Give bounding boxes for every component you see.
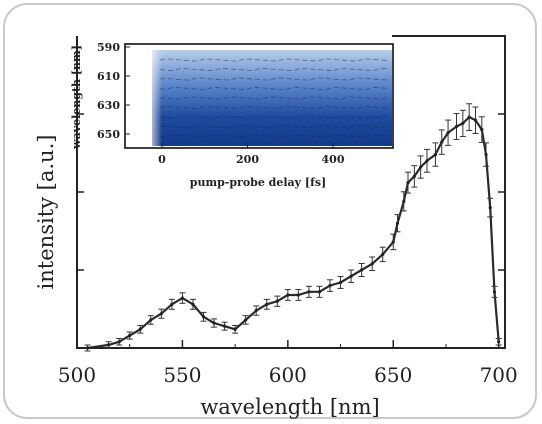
- x-axis-title: wavelength [nm]: [200, 395, 379, 419]
- inset-x-tick-label: 200: [236, 153, 259, 166]
- data-point: [307, 290, 311, 294]
- data-point: [233, 327, 237, 331]
- inset-heatmap-fill: [152, 50, 392, 146]
- inset-x-tick-label: 0: [158, 153, 166, 166]
- inset-band: [159, 124, 390, 129]
- data-point: [222, 324, 227, 328]
- x-tick-label: 550: [163, 363, 201, 387]
- data-point: [265, 302, 269, 306]
- data-point: [201, 315, 206, 319]
- data-point: [395, 221, 400, 225]
- inset-y-tick-label: 610: [97, 70, 120, 83]
- data-point: [159, 312, 163, 316]
- inset-x-tick-label: 400: [322, 153, 345, 166]
- data-point: [328, 284, 332, 288]
- data-point: [412, 174, 416, 178]
- data-point: [480, 128, 484, 132]
- data-point: [191, 302, 195, 306]
- inset-band: [159, 86, 390, 91]
- data-point: [338, 280, 343, 285]
- data-point: [170, 302, 174, 306]
- inset-y-axis-title: wavelength [nm]: [70, 45, 83, 150]
- data-point: [454, 124, 459, 129]
- inset-frame: [124, 43, 394, 149]
- data-point: [360, 268, 364, 272]
- inset-band: [159, 105, 390, 110]
- data-point: [402, 199, 406, 203]
- x-tick-labels: 500 550 600 650 700: [58, 363, 518, 387]
- x-tick-label: 500: [58, 363, 96, 387]
- inset-band: [160, 96, 390, 100]
- data-point: [85, 346, 90, 350]
- data-point: [149, 318, 153, 322]
- data-point: [497, 340, 501, 344]
- data-point: [391, 240, 395, 244]
- main-series: [84, 103, 502, 352]
- inset-band: [159, 115, 390, 119]
- inset-band: [159, 77, 390, 81]
- data-point: [296, 293, 300, 297]
- inset-x-axis-title: pump-probe delay [fs]: [190, 176, 326, 189]
- data-point: [461, 121, 465, 125]
- data-point: [381, 252, 385, 256]
- data-point: [128, 333, 132, 338]
- inset-band: [159, 67, 390, 72]
- data-point: [492, 290, 497, 294]
- data-point: [425, 159, 429, 163]
- x-tick-label: 600: [269, 363, 307, 387]
- data-point: [370, 262, 374, 266]
- data-point: [419, 165, 423, 169]
- inset-heatmap-onset: [146, 48, 162, 147]
- x-tick-label: 700: [480, 363, 518, 387]
- y-axis-title: intensity [a.u.]: [34, 135, 58, 290]
- inset-y-tick-label: 590: [97, 41, 120, 54]
- data-point: [433, 152, 438, 157]
- data-point: [244, 318, 248, 322]
- inset-band: [159, 134, 390, 138]
- inset-ticks: 0 200 400 590 610 630 650: [97, 41, 345, 166]
- inset-band: [159, 58, 390, 62]
- spectrum-line: [87, 115, 500, 350]
- data-point: [440, 140, 444, 144]
- inset-y-tick-label: 630: [97, 99, 120, 112]
- data-point: [488, 206, 492, 210]
- data-point: [275, 299, 279, 303]
- main-plot-frame: [76, 35, 506, 349]
- data-point: [286, 293, 290, 297]
- data-point: [212, 321, 216, 325]
- x-tick-label: 650: [374, 363, 412, 387]
- inset-heatmap: 0 200 400 590 610 630 650 pump-probe delay [fs…: [70, 41, 394, 189]
- data-point: [349, 274, 353, 278]
- data-point: [254, 308, 258, 313]
- inset-bands: [159, 58, 390, 138]
- data-point: [446, 131, 450, 135]
- data-point: [138, 327, 142, 331]
- data-point: [117, 340, 121, 344]
- data-point: [484, 152, 488, 157]
- inset-y-tick-label: 650: [97, 128, 120, 141]
- data-point: [406, 181, 410, 185]
- data-point: [180, 296, 185, 300]
- data-point: [473, 118, 478, 122]
- data-point: [317, 290, 322, 294]
- data-point: [107, 343, 111, 347]
- data-point: [467, 115, 471, 119]
